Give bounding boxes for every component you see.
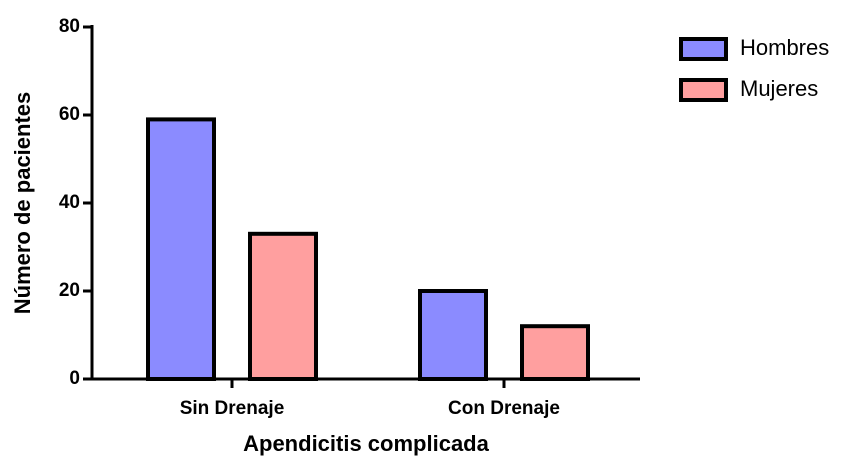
bar bbox=[146, 117, 216, 382]
x-tick-label: Sin Drenaje bbox=[180, 398, 285, 419]
legend-swatch bbox=[679, 37, 728, 61]
y-tick-label: 60 bbox=[59, 104, 80, 125]
y-axis-title: Número de pacientes bbox=[10, 92, 35, 315]
y-tick-label: 80 bbox=[59, 16, 80, 37]
y-tick-label: 20 bbox=[59, 280, 80, 301]
legend-label: Hombres bbox=[740, 35, 829, 60]
y-tick-label: 0 bbox=[69, 368, 80, 389]
bar bbox=[418, 289, 488, 381]
bar bbox=[520, 324, 590, 382]
legend-label: Mujeres bbox=[740, 76, 818, 101]
x-axis-title: Apendicitis complicada bbox=[243, 431, 489, 456]
legend-swatch bbox=[679, 78, 728, 102]
bar bbox=[248, 231, 318, 381]
x-tick-label: Con Drenaje bbox=[448, 398, 560, 419]
y-tick-label: 40 bbox=[59, 192, 80, 213]
